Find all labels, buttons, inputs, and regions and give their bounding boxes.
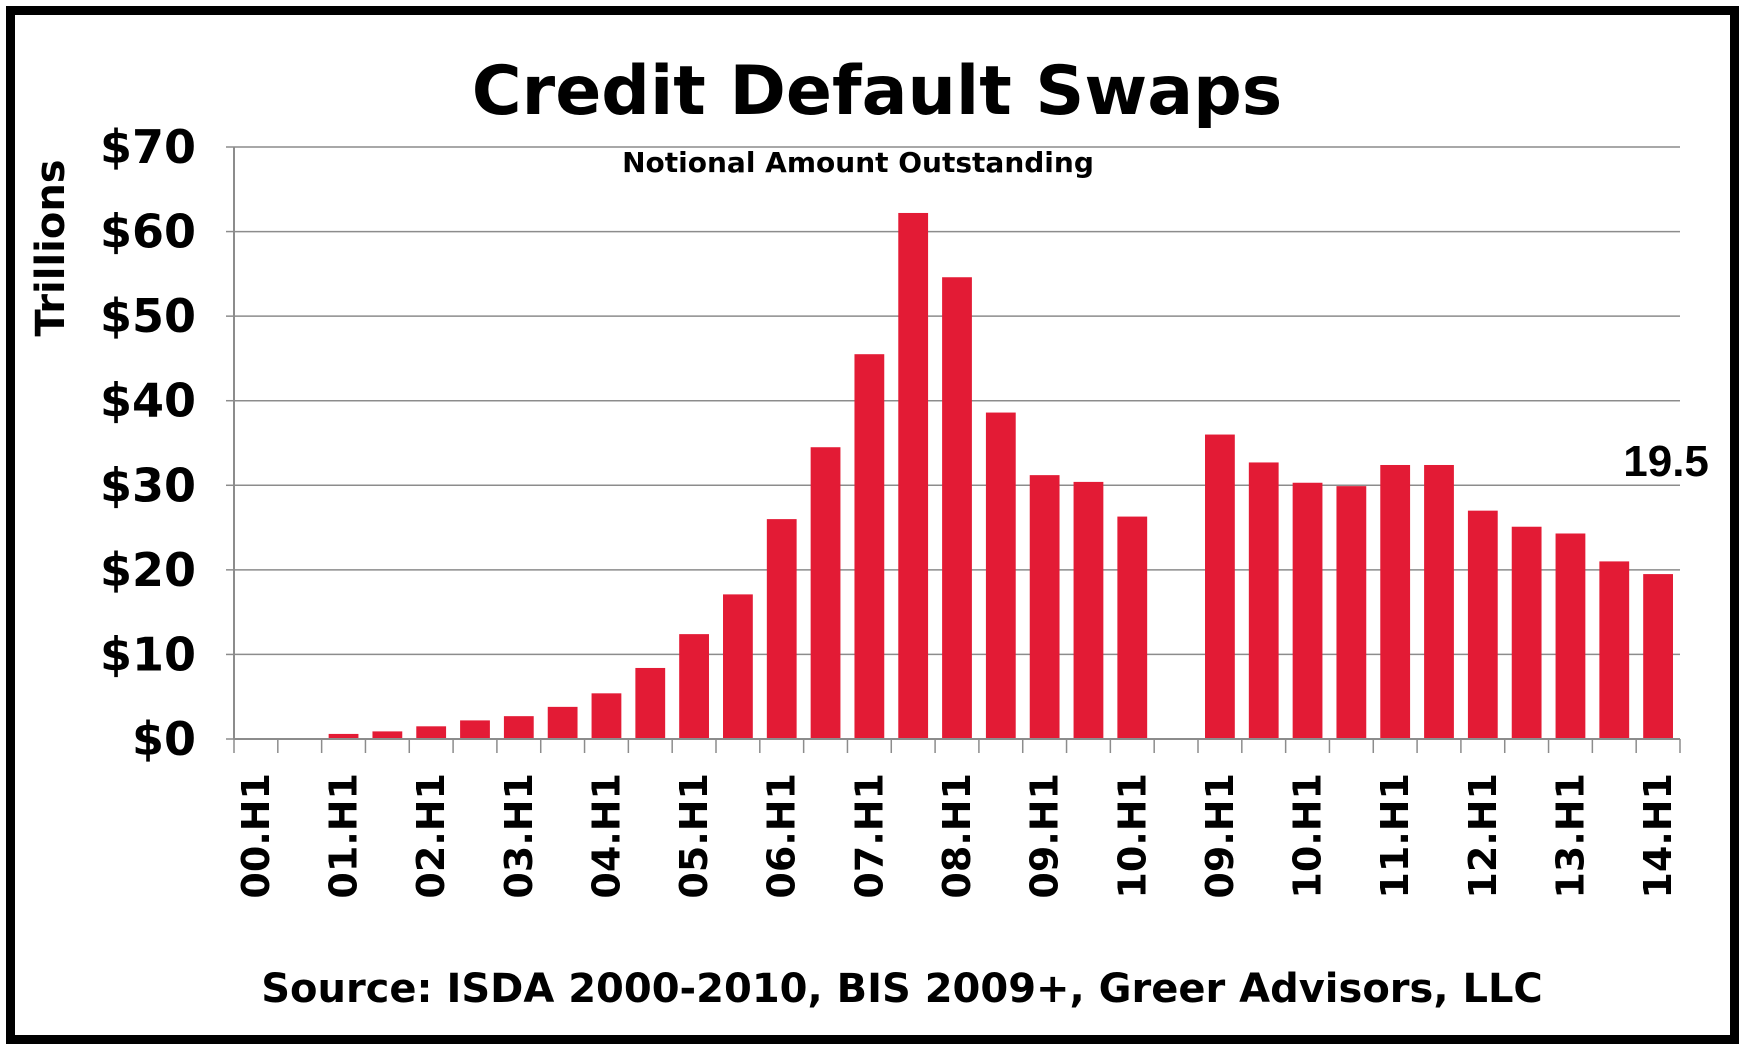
bar: [591, 693, 622, 739]
x-tick-label: 09.H1: [1023, 773, 1067, 899]
bar: [985, 412, 1016, 739]
bar: [1292, 482, 1323, 739]
y-tick-label: $10: [100, 627, 196, 681]
x-tick-label: 14.H1: [1636, 773, 1680, 899]
x-tick-label: 05.H1: [672, 773, 716, 899]
bar: [810, 447, 841, 739]
bar: [898, 212, 929, 740]
y-tick-label: $30: [100, 458, 196, 512]
data-label: 19.5: [1623, 437, 1709, 486]
bar: [1029, 475, 1060, 739]
y-tick-label: $60: [100, 205, 196, 259]
bar: [416, 726, 447, 739]
bar: [679, 634, 709, 739]
bar: [1599, 561, 1630, 739]
bar: [1380, 464, 1411, 739]
y-tick-label: $0: [132, 712, 196, 766]
x-tick-label: 12.H1: [1461, 773, 1505, 899]
bar: [1248, 462, 1279, 739]
data-labels: 19.5: [1623, 437, 1709, 486]
bar: [635, 667, 666, 739]
x-tick-label: 00.H1: [234, 773, 278, 899]
x-axis: [233, 147, 1681, 753]
bar: [1467, 510, 1498, 739]
x-tick-label: 08.H1: [935, 773, 979, 899]
bar: [1555, 533, 1586, 739]
bar: [854, 354, 885, 739]
x-axis-ticks: 00.H1 01.H1 02.H1 03.H1 04.H1 05.H1 06.H1 07.H1…: [234, 773, 1680, 899]
y-tick-label: $50: [100, 289, 196, 343]
x-tick-label: 07.H1: [847, 773, 891, 899]
y-tick-label: $40: [100, 374, 196, 428]
bar: [372, 731, 403, 739]
bar: [1511, 526, 1542, 739]
x-tick-label: 09.H1: [1198, 773, 1242, 899]
bar: [1424, 464, 1454, 739]
y-axis-label: Trillions: [28, 159, 74, 336]
bars: [328, 212, 1673, 740]
bar: [1643, 574, 1673, 739]
bar: [503, 716, 534, 739]
bar: [723, 594, 753, 739]
bar: [942, 277, 972, 739]
y-tick-label: $70: [100, 120, 196, 174]
x-tick-label: 02.H1: [409, 773, 453, 899]
x-tick-label: 13.H1: [1548, 773, 1592, 899]
bar: [766, 519, 797, 739]
chart-title: Credit Default Swaps: [472, 52, 1283, 131]
bar: [1336, 486, 1367, 739]
x-tick-label: 03.H1: [497, 773, 541, 899]
bar: [547, 706, 578, 739]
bar: [460, 720, 490, 739]
x-tick-label: 04.H1: [584, 773, 628, 899]
chart-subtitle: Notional Amount Outstanding: [622, 146, 1094, 179]
bar: [1117, 516, 1148, 739]
y-tick-label: $20: [100, 543, 196, 597]
bar: [1205, 434, 1235, 739]
bar: [1073, 481, 1104, 739]
x-tick-label: 01.H1: [322, 773, 366, 899]
y-axis-ticks: $0 $10 $20 $30 $40 $50 $60 $70: [100, 120, 196, 766]
bar: [328, 733, 359, 739]
x-tick-label: 06.H1: [760, 773, 804, 899]
x-tick-label: 10.H1: [1110, 773, 1154, 899]
x-tick-label: 10.H1: [1286, 773, 1330, 899]
chart-source: Source: ISDA 2000-2010, BIS 2009+, Greer…: [261, 966, 1543, 1012]
x-tick-label: 11.H1: [1373, 773, 1417, 899]
